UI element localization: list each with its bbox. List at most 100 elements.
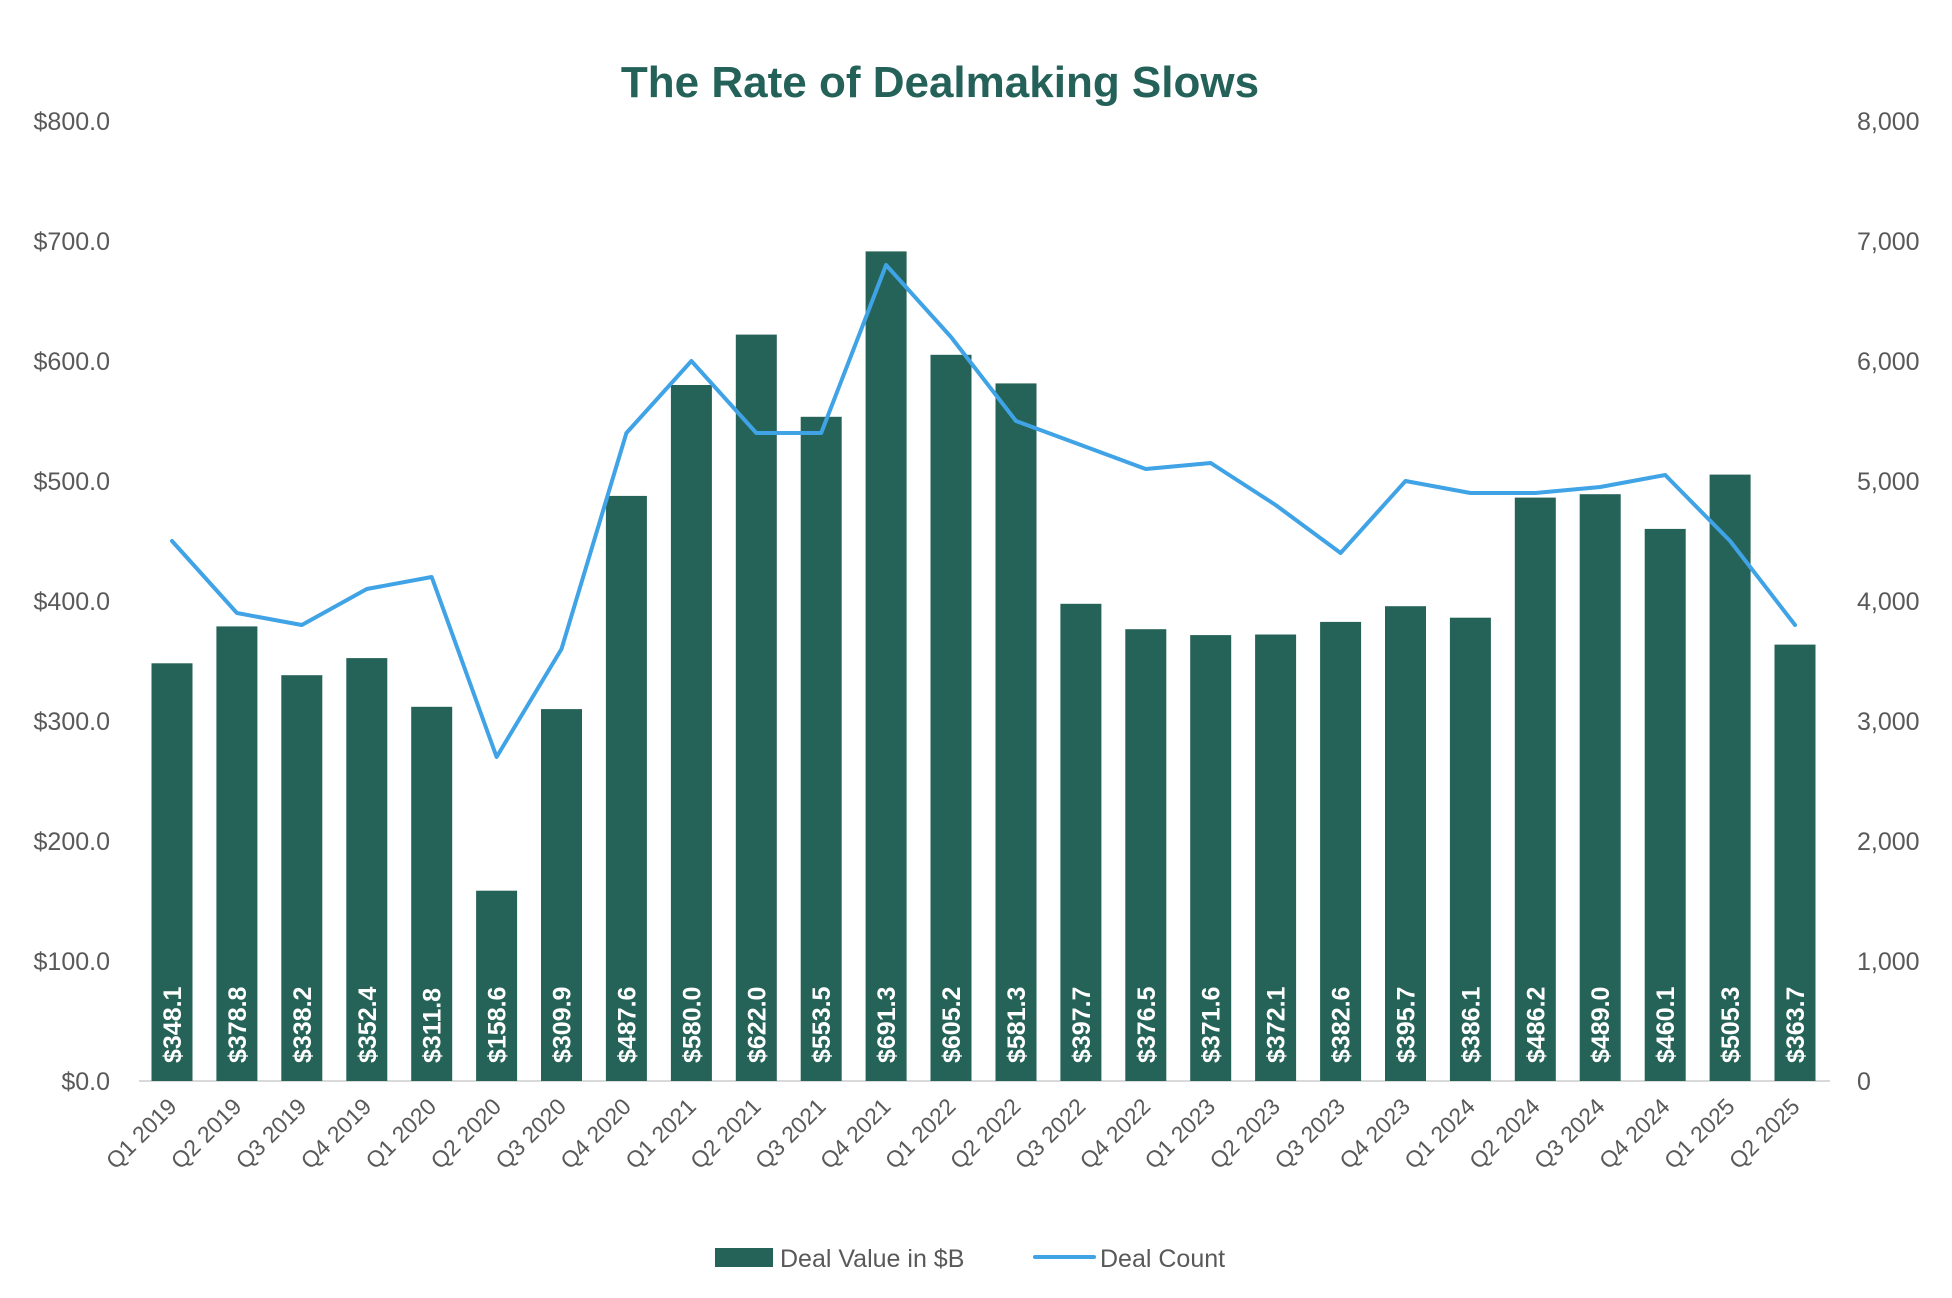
y-tick-left: $700.0: [34, 228, 110, 256]
data-label: $311.8: [419, 988, 447, 1063]
x-tick: Q2 2021: [685, 1093, 766, 1174]
bar: [411, 706, 453, 1081]
data-label: $372.1: [1263, 986, 1291, 1063]
data-labels: $348.1 $378.8 $338.2 $352.4 $311.8 $158.6 $309…: [159, 986, 1810, 1063]
bar: [541, 709, 582, 1081]
data-label: $158.6: [484, 987, 512, 1063]
data-label: $382.6: [1328, 987, 1356, 1063]
chart-title: The Rate of Dealmaking Slows: [621, 58, 1259, 107]
data-label: $397.7: [1068, 987, 1096, 1063]
bar-series-deal-value: [151, 251, 1816, 1082]
y-tick-right: 4,000: [1857, 588, 1920, 616]
x-tick: Q4 2022: [1075, 1093, 1156, 1174]
y-tick-right: 2,000: [1857, 828, 1920, 856]
data-label: $348.1: [159, 986, 187, 1063]
data-label: $487.6: [613, 987, 641, 1063]
x-tick: Q2 2022: [945, 1093, 1026, 1174]
bar: [1774, 644, 1816, 1081]
x-tick: Q2 2024: [1464, 1093, 1545, 1174]
x-tick: Q1 2025: [1659, 1093, 1740, 1174]
bar: [1385, 606, 1426, 1081]
bar: [1190, 635, 1232, 1081]
y-tick-right: 0: [1857, 1068, 1871, 1096]
bar: [1514, 497, 1556, 1082]
bar: [605, 495, 647, 1081]
line-series-deal-count: [170, 263, 1797, 759]
bar: [735, 334, 777, 1082]
x-tick: Q2 2025: [1724, 1093, 1805, 1174]
x-tick: Q3 2019: [231, 1093, 312, 1174]
y-tick-right: 7,000: [1857, 228, 1920, 256]
x-tick: Q4 2024: [1594, 1093, 1675, 1174]
y-tick-left: $300.0: [34, 708, 110, 736]
legend-swatch-deal-value: [715, 1248, 773, 1267]
x-tick: Q4 2019: [296, 1093, 377, 1174]
data-label: $376.5: [1133, 986, 1161, 1063]
x-tick: Q4 2023: [1334, 1093, 1415, 1174]
data-label: $371.6: [1198, 987, 1226, 1063]
x-tick: Q1 2023: [1139, 1093, 1220, 1174]
bar: [1709, 474, 1751, 1082]
data-label: $395.7: [1393, 987, 1421, 1063]
data-label: $505.3: [1717, 987, 1745, 1063]
bar: [476, 890, 518, 1081]
data-label: $581.3: [1003, 987, 1031, 1063]
data-label: $378.8: [224, 986, 252, 1063]
x-tick: Q2 2023: [1204, 1093, 1285, 1174]
bar: [1060, 603, 1102, 1081]
data-label: $691.3: [873, 987, 901, 1063]
y-tick-left: $100.0: [34, 948, 110, 976]
y-axis-right: 0 1,000 2,000 3,000 4,000 5,000 6,000 7,000 8,00…: [1857, 108, 1920, 1096]
bar: [216, 626, 258, 1081]
x-tick: Q2 2020: [425, 1093, 506, 1174]
data-label: $460.1: [1652, 986, 1680, 1063]
bar: [281, 675, 323, 1081]
bar: [670, 385, 712, 1081]
line-points: [171, 264, 1796, 758]
y-tick-left: $400.0: [34, 588, 110, 616]
x-tick: Q3 2021: [750, 1093, 831, 1174]
bar: [1255, 634, 1297, 1081]
y-tick-left: $200.0: [34, 828, 110, 856]
data-label: $363.7: [1782, 987, 1810, 1063]
x-tick: Q4 2021: [815, 1093, 896, 1174]
x-tick: Q2 2019: [166, 1093, 247, 1174]
data-label: $486.2: [1522, 987, 1550, 1063]
y-tick-left: $600.0: [34, 348, 110, 376]
bar: [1320, 621, 1362, 1081]
y-tick-right: 8,000: [1857, 108, 1920, 136]
y-tick-left: $800.0: [34, 108, 110, 136]
y-tick-right: 3,000: [1857, 708, 1920, 736]
x-tick: Q4 2020: [555, 1093, 636, 1174]
data-label: $580.0: [678, 987, 706, 1063]
data-label: $553.5: [808, 986, 836, 1063]
x-tick: Q1 2021: [620, 1093, 701, 1174]
data-label: $338.2: [289, 987, 317, 1063]
bar: [1644, 528, 1686, 1081]
x-tick: Q1 2019: [101, 1093, 182, 1174]
bar: [930, 354, 972, 1081]
legend: Deal Value in $B Deal Count: [715, 1245, 1225, 1273]
y-tick-left: $0.0: [61, 1068, 110, 1096]
y-tick-right: 5,000: [1857, 468, 1920, 496]
y-tick-right: 1,000: [1857, 948, 1920, 976]
data-label: $309.9: [549, 987, 577, 1063]
bar: [1125, 629, 1167, 1081]
legend-label-deal-count: Deal Count: [1100, 1245, 1225, 1273]
bar: [865, 251, 907, 1081]
legend-label-deal-value: Deal Value in $B: [780, 1245, 964, 1273]
data-label: $352.4: [354, 986, 382, 1063]
x-tick: Q3 2023: [1269, 1093, 1350, 1174]
x-tick: Q3 2024: [1529, 1093, 1610, 1174]
y-tick-right: 6,000: [1857, 348, 1920, 376]
bar: [995, 383, 1037, 1081]
bar: [151, 663, 193, 1081]
data-label: $622.0: [743, 987, 771, 1063]
bar: [346, 658, 388, 1081]
x-tick: Q3 2020: [490, 1093, 571, 1174]
data-label: $386.1: [1457, 986, 1485, 1063]
bar: [800, 416, 842, 1081]
x-tick: Q3 2022: [1010, 1093, 1091, 1174]
